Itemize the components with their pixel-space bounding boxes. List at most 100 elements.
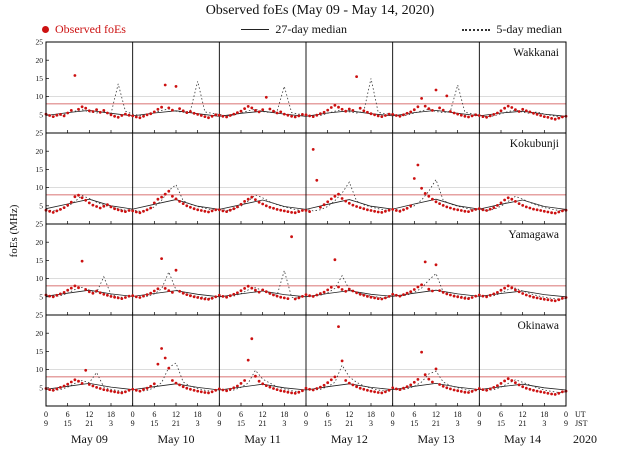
panel-yamagawa: 5 10 15 20 25 Yamagawa (36, 220, 568, 316)
svg-text:25: 25 (36, 311, 44, 320)
svg-text:20: 20 (36, 238, 44, 247)
svg-text:0: 0 (564, 410, 568, 419)
svg-text:15: 15 (324, 419, 332, 428)
svg-text:9: 9 (304, 419, 308, 428)
svg-text:18: 18 (194, 410, 202, 419)
svg-text:15: 15 (36, 256, 44, 265)
legend-27day-label: 27-day median (275, 22, 347, 36)
day-label: May 09 (71, 432, 108, 446)
svg-text:15: 15 (36, 165, 44, 174)
svg-text:9: 9 (217, 419, 221, 428)
svg-text:15: 15 (410, 419, 418, 428)
svg-text:15: 15 (497, 419, 505, 428)
svg-text:0: 0 (391, 410, 395, 419)
svg-text:21: 21 (172, 419, 180, 428)
svg-text:20: 20 (36, 147, 44, 156)
svg-text:10: 10 (36, 92, 44, 101)
svg-text:21: 21 (345, 419, 353, 428)
svg-text:18: 18 (280, 410, 288, 419)
svg-text:6: 6 (66, 410, 70, 419)
svg-text:15: 15 (237, 419, 245, 428)
svg-text:6: 6 (239, 410, 243, 419)
svg-text:0: 0 (44, 410, 48, 419)
svg-text:12: 12 (519, 410, 527, 419)
svg-text:6: 6 (412, 410, 416, 419)
station-label: Yamagawa (508, 229, 559, 241)
observed-dot-icon (42, 26, 49, 33)
svg-text:9: 9 (131, 419, 135, 428)
day-label: May 12 (331, 432, 368, 446)
svg-text:12: 12 (345, 410, 353, 419)
svg-text:3: 3 (369, 419, 373, 428)
svg-text:0: 0 (304, 410, 308, 419)
svg-text:15: 15 (64, 419, 72, 428)
legend-5day-median: 5-day median (462, 22, 562, 37)
svg-text:21: 21 (259, 419, 267, 428)
panel-wakkanai: 5 10 15 20 25 Wakkanai (36, 38, 568, 134)
svg-text:20: 20 (36, 56, 44, 65)
svg-text:9: 9 (391, 419, 395, 428)
jst-axis-label: JST (575, 419, 588, 428)
chart-title: Observed foEs (May 09 - May 14, 2020) (205, 3, 435, 18)
svg-text:5: 5 (39, 201, 43, 210)
svg-text:10: 10 (36, 183, 44, 192)
day-label: May 13 (418, 432, 455, 446)
svg-text:25: 25 (36, 220, 44, 229)
svg-text:20: 20 (36, 329, 44, 338)
legend-observed: Observed foEs (42, 22, 126, 37)
station-label: Okinawa (517, 320, 559, 332)
svg-text:5: 5 (39, 292, 43, 301)
svg-text:15: 15 (36, 74, 44, 83)
legend-observed-label: Observed foEs (55, 22, 126, 36)
svg-text:12: 12 (432, 410, 440, 419)
day-label: May 11 (244, 432, 281, 446)
svg-text:6: 6 (499, 410, 503, 419)
legend-27day-median: 27-day median (241, 22, 347, 37)
svg-text:12: 12 (172, 410, 180, 419)
foes-chart: 5 10 15 20 25 Wakkanai 5 10 15 20 25 Kokubunji 5 10 15… (36, 38, 598, 446)
svg-text:25: 25 (36, 129, 44, 138)
svg-text:0: 0 (131, 410, 135, 419)
svg-text:18: 18 (107, 410, 115, 419)
svg-text:12: 12 (259, 410, 267, 419)
legend-5day-label: 5-day median (496, 22, 562, 36)
day-label: May 10 (158, 432, 195, 446)
svg-text:3: 3 (196, 419, 200, 428)
svg-text:10: 10 (36, 274, 44, 283)
svg-text:21: 21 (85, 419, 93, 428)
svg-text:3: 3 (282, 419, 286, 428)
ut-axis-label: UT (575, 410, 586, 419)
panel-kokubunji: 5 10 15 20 25 Kokubunji (36, 129, 568, 225)
svg-text:3: 3 (109, 419, 113, 428)
svg-text:5: 5 (39, 110, 43, 119)
svg-text:15: 15 (150, 419, 158, 428)
svg-text:12: 12 (85, 410, 93, 419)
svg-text:25: 25 (36, 38, 44, 47)
station-label: Wakkanai (513, 47, 559, 59)
solid-line-icon (241, 29, 270, 30)
svg-text:18: 18 (454, 410, 462, 419)
svg-text:15: 15 (36, 347, 44, 356)
day-label: May 14 (504, 432, 541, 446)
svg-text:21: 21 (432, 419, 440, 428)
svg-text:6: 6 (326, 410, 330, 419)
svg-text:0: 0 (217, 410, 221, 419)
svg-text:3: 3 (542, 419, 546, 428)
svg-text:9: 9 (477, 419, 481, 428)
panel-okinawa: 5 10 15 20 25 Okinawa (36, 311, 568, 407)
svg-text:3: 3 (456, 419, 460, 428)
svg-text:6: 6 (152, 410, 156, 419)
svg-text:18: 18 (540, 410, 548, 419)
svg-text:10: 10 (36, 365, 44, 374)
year-label: 2020 (573, 432, 597, 446)
dotted-line-icon (462, 28, 491, 31)
station-label: Kokubunji (510, 138, 559, 150)
svg-text:9: 9 (44, 419, 48, 428)
svg-text:21: 21 (519, 419, 527, 428)
svg-text:18: 18 (367, 410, 375, 419)
svg-text:5: 5 (39, 383, 43, 392)
chart-legend: Observed foEs 27-day median 5-day median (42, 22, 562, 37)
svg-text:9: 9 (564, 419, 568, 428)
svg-text:0: 0 (477, 410, 481, 419)
